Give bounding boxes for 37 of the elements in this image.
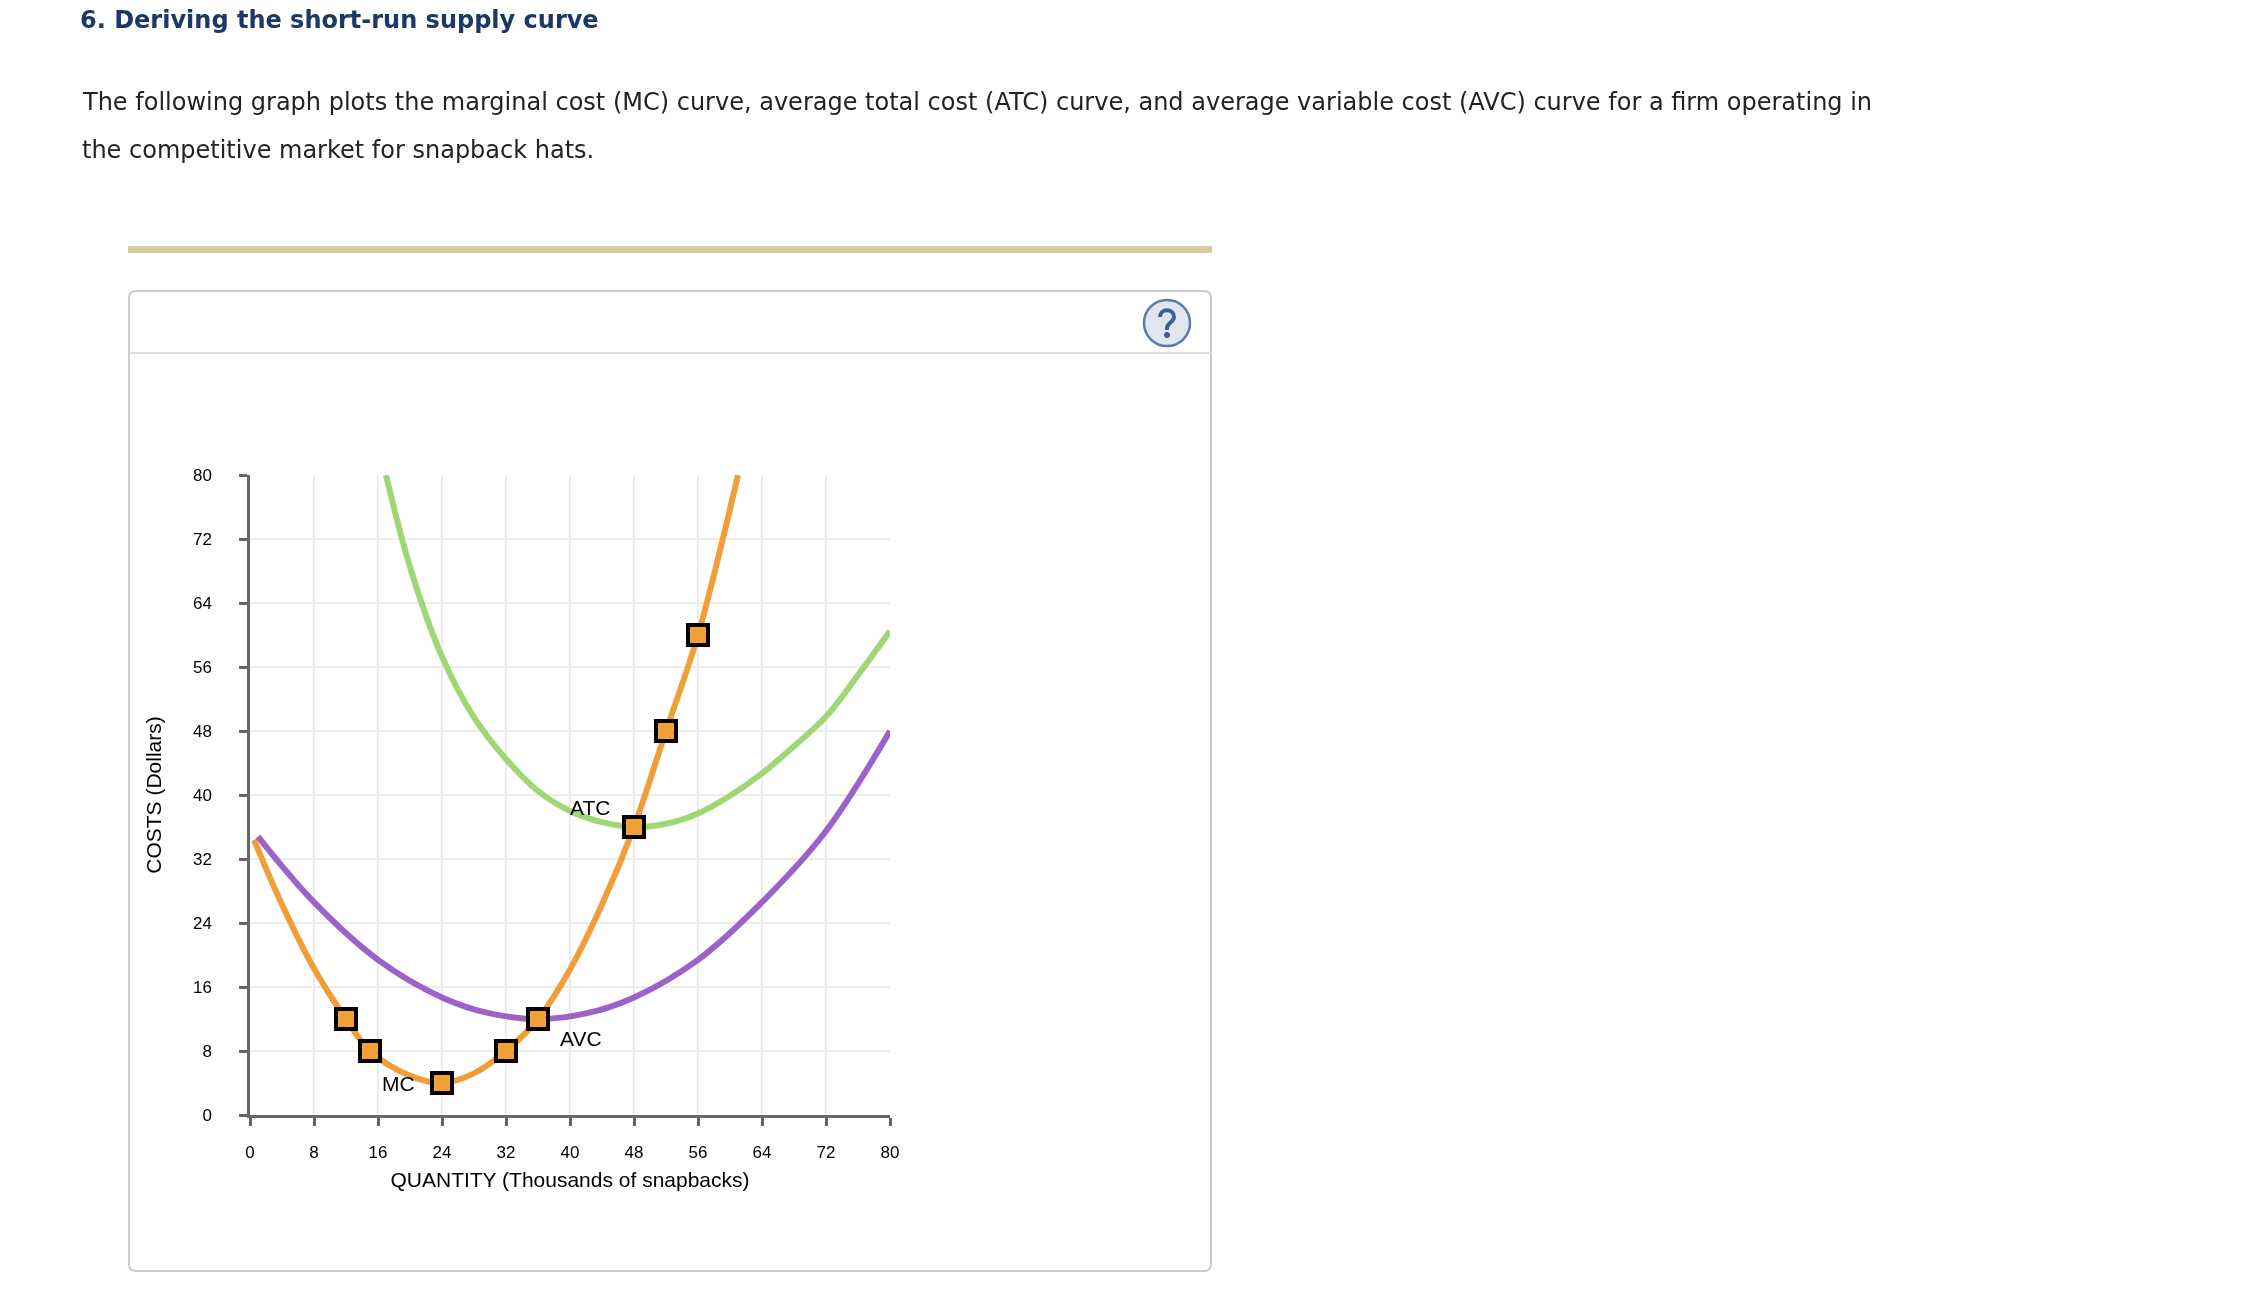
x-tick-label: 40 xyxy=(560,1143,580,1163)
y-tick-label: 40 xyxy=(192,785,212,805)
x-tick-label: 24 xyxy=(432,1143,452,1163)
point xyxy=(334,1007,358,1031)
point xyxy=(358,1039,382,1063)
y-tick-label: 16 xyxy=(192,977,212,997)
y-tick-label: 80 xyxy=(192,465,212,485)
y-tick-label: 0 xyxy=(202,1105,212,1125)
x-tick-label: 64 xyxy=(752,1143,772,1163)
x-tick-label: 32 xyxy=(496,1143,516,1163)
y-tick-label: 56 xyxy=(192,657,212,677)
x-tick-label: 56 xyxy=(688,1143,708,1163)
x-tick-label: 16 xyxy=(368,1143,388,1163)
y-axis-title: COSTS (Dollars) xyxy=(142,716,166,874)
x-axis-title: QUANTITY (Thousands of snapbacks) xyxy=(390,1168,750,1192)
point xyxy=(654,719,678,743)
series-label: MC xyxy=(382,1072,415,1095)
x-tick-label: 48 xyxy=(624,1143,644,1163)
point xyxy=(494,1039,518,1063)
x-tick-label: 72 xyxy=(816,1143,836,1163)
x-tick-label: 8 xyxy=(309,1143,319,1163)
chart-title: 6. Deriving the short-run supply curve xyxy=(80,6,599,35)
x-tick-label: 0 xyxy=(245,1143,255,1163)
y-tick-label: 24 xyxy=(192,913,212,933)
point xyxy=(526,1007,550,1031)
x-tick-label: 80 xyxy=(880,1143,900,1163)
y-tick-label: 8 xyxy=(202,1041,212,1061)
point xyxy=(686,623,710,647)
point xyxy=(622,815,646,839)
series-label: ATC xyxy=(570,796,611,819)
text: The following graph plots the marginal cost (MC) curve, average total cost (ATC) curve, and average variable cost (AVC) curve for a firm operating in the competitive market for snapback hats. xyxy=(82,88,1873,164)
y-tick-label: 72 xyxy=(192,529,212,549)
y-tick-label: 64 xyxy=(192,593,212,613)
y-tick-label: 32 xyxy=(192,849,212,869)
y-tick-label: 48 xyxy=(192,721,212,741)
series-label: AVC xyxy=(560,1027,602,1050)
point xyxy=(430,1071,454,1095)
